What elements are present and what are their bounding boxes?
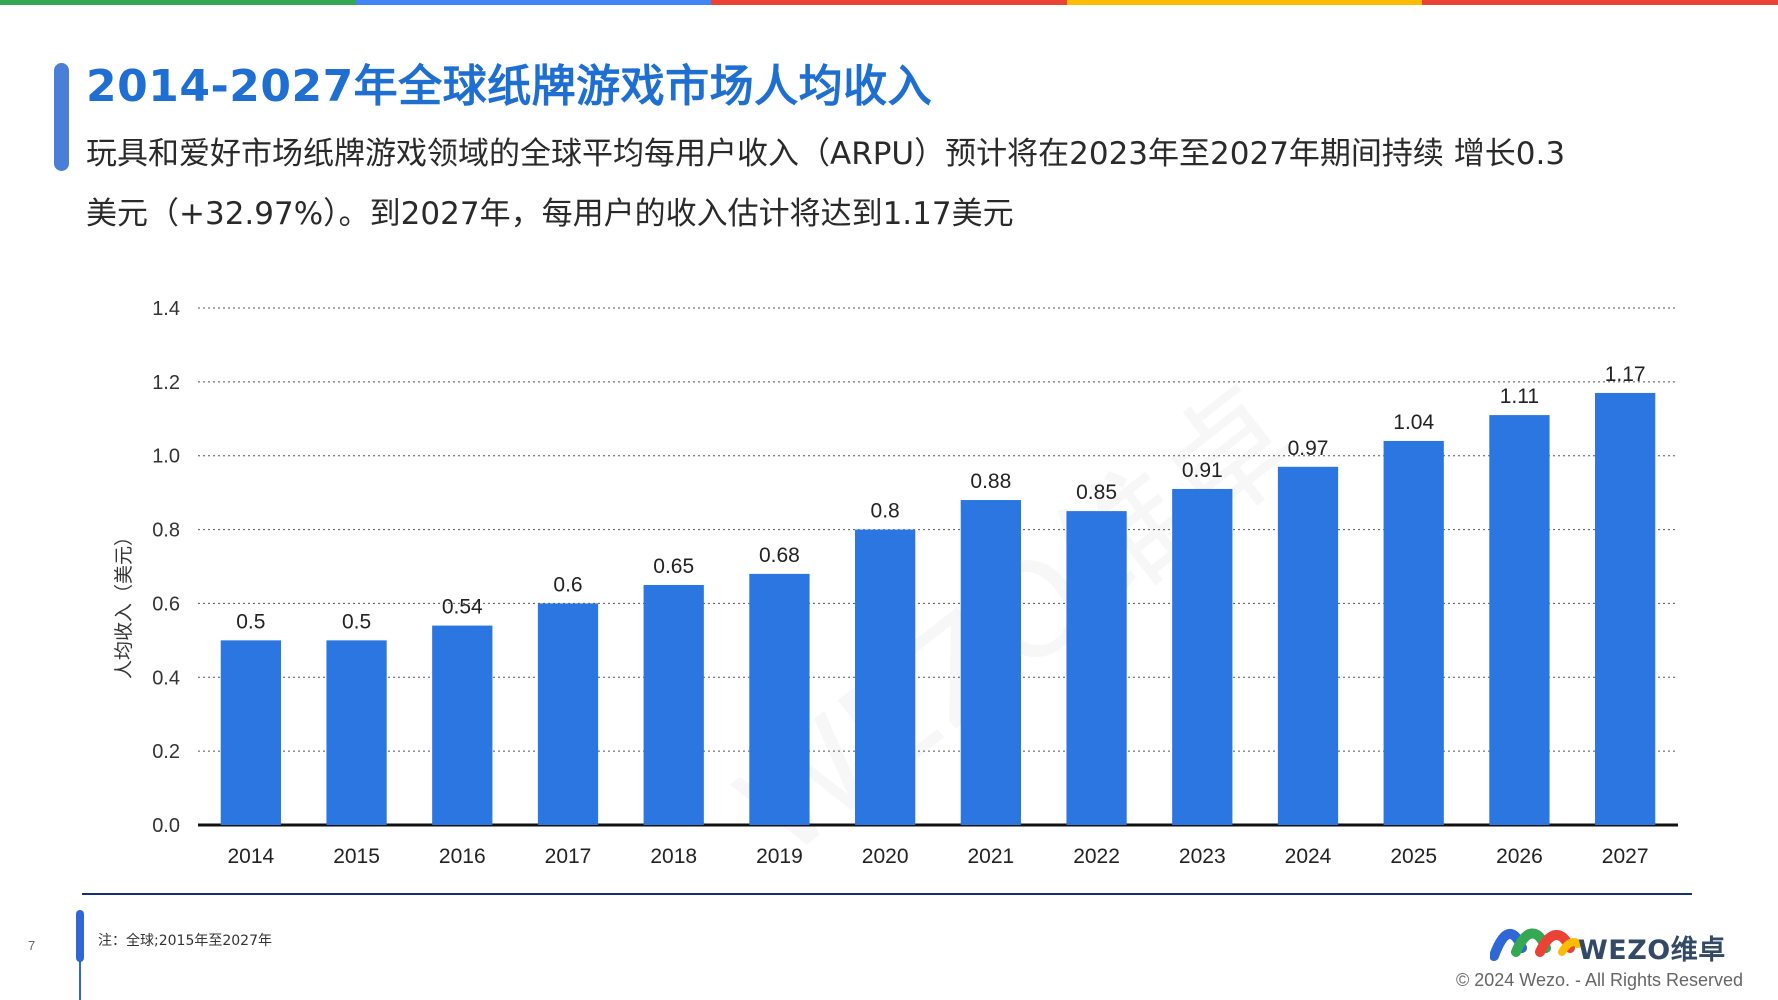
bar-2016 [432, 625, 493, 825]
x-tick-label: 2024 [1285, 845, 1332, 868]
bar-value-label: 1.17 [1605, 363, 1646, 386]
bar-value-label: 0.8 [871, 500, 900, 523]
x-tick-label: 2017 [545, 845, 592, 868]
bar-2026 [1489, 415, 1550, 825]
footer-divider [82, 893, 1692, 895]
bar-value-label: 0.68 [759, 544, 800, 567]
note-accent-stem [79, 958, 81, 1000]
bar-value-label: 0.97 [1288, 437, 1329, 460]
copyright: © 2024 Wezo. - All Rights Reserved [1456, 970, 1744, 990]
bar-value-label: 0.6 [553, 573, 582, 596]
bar-value-label: 0.54 [442, 596, 483, 619]
bar-2022 [1066, 511, 1127, 825]
bar-2017 [537, 603, 599, 825]
stripe-orange [1422, 0, 1778, 5]
bar-2025 [1383, 440, 1444, 825]
bar-value-label: 0.91 [1182, 459, 1223, 482]
x-tick-label: 2016 [439, 845, 486, 868]
note-accent-bar [76, 910, 84, 962]
labels: 0.0 0.2 0.4 0.6 0.8 1.0 1.2 1.4 0.5 2014 0.5 2015 0.… [152, 298, 1648, 868]
top-color-stripe [0, 0, 1778, 5]
bar-2019 [749, 573, 810, 825]
wezo-logo-icon [1490, 928, 1582, 961]
y-tick-label: 0.8 [152, 520, 180, 542]
x-tick-label: 2025 [1390, 845, 1437, 868]
x-tick-label: 2020 [862, 845, 909, 868]
logo-text: WEZO维卓 [1578, 935, 1726, 966]
stripe-green [0, 0, 356, 5]
bars [220, 392, 1656, 825]
grid-lines [198, 307, 1678, 827]
bar-2020 [855, 529, 916, 825]
stripe-blue [355, 0, 712, 5]
bar-value-label: 0.5 [342, 610, 371, 633]
footnote: 注：全球;2015年至2027年 [98, 933, 272, 949]
x-tick-label: 2027 [1602, 845, 1649, 868]
x-tick-label: 2019 [756, 845, 803, 868]
bar-value-label: 0.85 [1076, 481, 1117, 504]
bar-value-label: 0.5 [236, 610, 265, 633]
bar-2014 [220, 640, 281, 825]
y-tick-label: 1.4 [152, 298, 180, 320]
bar-2018 [643, 584, 704, 825]
x-tick-label: 2018 [650, 845, 697, 868]
x-tick-label: 2022 [1073, 845, 1120, 868]
bar-2015 [326, 640, 387, 825]
bar-2027 [1595, 392, 1656, 825]
stripe-yellow [1066, 0, 1423, 5]
title-accent-bar [54, 63, 69, 171]
bar-chart: 0.0 0.2 0.4 0.6 0.8 1.0 1.2 1.4 0.5 2014 0.5 2015 0.… [113, 298, 1678, 868]
bar-2024 [1277, 466, 1339, 825]
page-title: 2014-2027年全球纸牌游戏市场人均收入 [86, 61, 933, 112]
y-tick-label: 1.2 [152, 372, 180, 394]
x-tick-label: 2023 [1179, 845, 1226, 868]
x-tick-label: 2026 [1496, 845, 1543, 868]
y-tick-label: 0.2 [152, 741, 180, 763]
y-tick-label: 0.4 [152, 667, 180, 689]
page-number: 7 [28, 938, 36, 953]
bar-value-label: 0.65 [653, 555, 694, 578]
x-tick-label: 2021 [967, 845, 1014, 868]
y-axis-label: 人均收入（美元） [113, 527, 135, 679]
x-tick-label: 2014 [227, 845, 274, 868]
bar-value-label: 0.88 [970, 470, 1011, 493]
bar-value-label: 1.11 [1500, 385, 1539, 408]
x-tick-label: 2015 [333, 845, 380, 868]
page-subtitle: 玩具和爱好市场纸牌游戏领域的全球平均每用户收入（ARPU）预计将在2023年至2… [86, 136, 1566, 232]
y-tick-label: 0.0 [152, 815, 180, 837]
bar-value-label: 1.04 [1393, 411, 1434, 434]
bar-2023 [1172, 488, 1233, 825]
y-tick-label: 0.6 [152, 593, 180, 615]
y-tick-label: 1.0 [152, 446, 180, 468]
stripe-red [711, 0, 1067, 5]
bar-2021 [960, 500, 1021, 825]
